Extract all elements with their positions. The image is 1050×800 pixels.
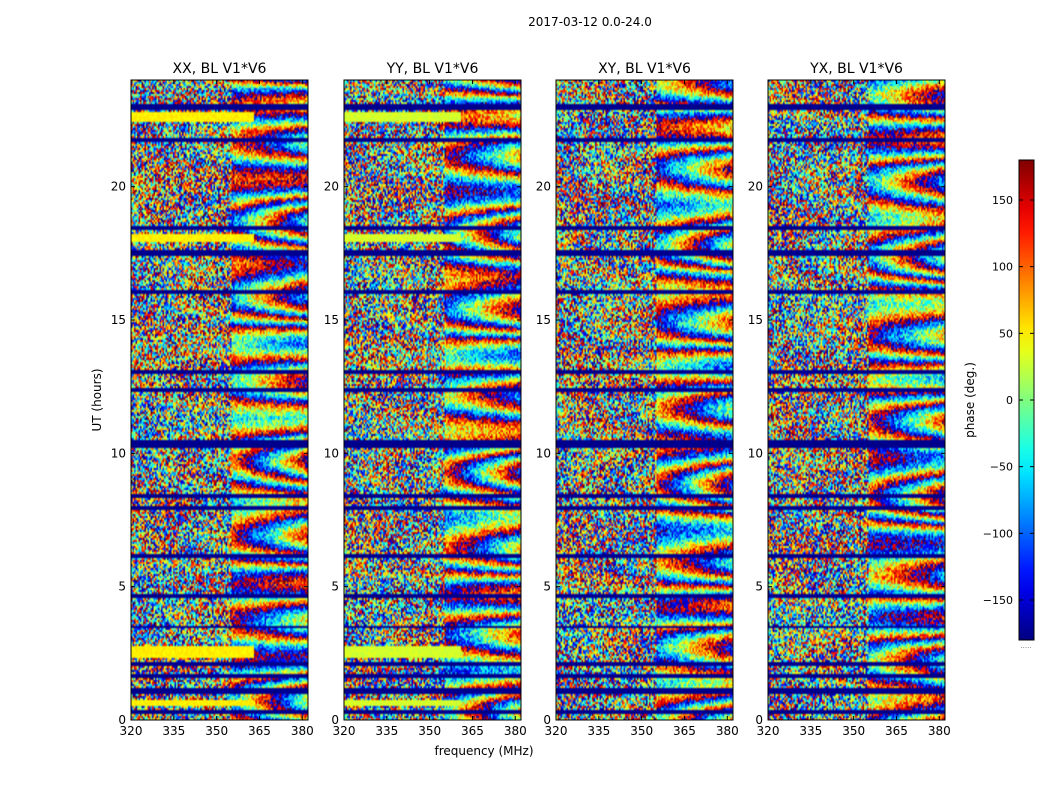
- x-tick-label: 380: [291, 724, 314, 738]
- y-tick-label: 20: [324, 180, 339, 194]
- y-tick-label: 20: [748, 180, 763, 194]
- x-tick-label: 365: [673, 724, 696, 738]
- heatmap-image: [556, 80, 733, 720]
- colorbar-tick-label: −150: [983, 594, 1013, 607]
- y-tick-label: 0: [543, 713, 551, 727]
- colorbar-tick-label: 150: [992, 194, 1013, 207]
- x-tick-label: 320: [757, 724, 780, 738]
- y-tick-label: 10: [111, 446, 126, 460]
- colorbar-tick-label: 100: [992, 261, 1013, 274]
- x-tick-label: 320: [545, 724, 568, 738]
- panel-1: XX, BL V1*V6 320 335 350 365 380 0 5 10 15 20: [111, 61, 314, 738]
- x-axis-label: frequency (MHz): [434, 744, 533, 758]
- y-tick-label: 5: [755, 580, 763, 594]
- plot-frame: [555, 79, 734, 721]
- heatmap-image: [131, 80, 308, 720]
- y-tick-label: 0: [755, 713, 763, 727]
- y-tick-label: 15: [324, 313, 339, 327]
- y-tick-label: 5: [331, 580, 339, 594]
- x-tick-label: 350: [630, 724, 653, 738]
- colorbar: 150 100 50 0 −50 −100 −150: [983, 159, 1035, 641]
- y-tick-label: 10: [536, 446, 551, 460]
- colorbar-tick-label: 0: [1006, 394, 1013, 407]
- panel-title: XY, BL V1*V6: [598, 61, 691, 77]
- chart-suptitle: 2017-03-12 0.0-24.0: [528, 15, 652, 29]
- x-tick-label: 380: [928, 724, 951, 738]
- x-tick-label: 350: [842, 724, 865, 738]
- x-tick-label: 365: [885, 724, 908, 738]
- colorbar-tick-label: −100: [983, 527, 1013, 540]
- y-axis-label: UT (hours): [90, 368, 104, 431]
- x-tick-label: 350: [418, 724, 441, 738]
- y-tick-label: 0: [118, 713, 126, 727]
- x-tick-label: 320: [120, 724, 143, 738]
- panel-3: XY, BL V1*V6 320 335 350 365 380 0 5 10 15 20: [536, 61, 739, 738]
- y-tick-label: 5: [543, 580, 551, 594]
- colorbar-label: phase (deg.): [963, 362, 977, 438]
- x-tick-label: 335: [375, 724, 398, 738]
- y-tick-label: 0: [331, 713, 339, 727]
- plot-frame: [130, 79, 309, 721]
- x-tick-label: 380: [716, 724, 739, 738]
- y-tick-label: 15: [111, 313, 126, 327]
- panel-4: YX, BL V1*V6 320 335 350 365 380 0 5 10 15 20: [748, 61, 951, 738]
- y-tick-label: 15: [748, 313, 763, 327]
- panel-title: XX, BL V1*V6: [173, 61, 267, 77]
- panel-title: YX, BL V1*V6: [809, 61, 903, 77]
- panel-2: YY, BL V1*V6 320 335 350 365 380 0 5 10 15 20: [324, 61, 527, 738]
- x-tick-label: 365: [248, 724, 271, 738]
- y-tick-label: 10: [324, 446, 339, 460]
- colorbar-tick-label: 50: [999, 327, 1013, 340]
- plot-frame: [343, 79, 522, 721]
- colorbar-footer: .....: [1020, 642, 1031, 650]
- y-tick-label: 20: [111, 180, 126, 194]
- x-tick-label: 320: [333, 724, 356, 738]
- x-tick-label: 335: [799, 724, 822, 738]
- colorbar-tick-label: −50: [990, 461, 1013, 474]
- x-tick-label: 380: [504, 724, 527, 738]
- x-tick-label: 365: [461, 724, 484, 738]
- x-tick-label: 335: [587, 724, 610, 738]
- heatmap-image: [344, 80, 521, 720]
- x-tick-label: 335: [162, 724, 185, 738]
- y-tick-label: 10: [748, 446, 763, 460]
- panel-title: YY, BL V1*V6: [386, 61, 479, 77]
- y-tick-label: 15: [536, 313, 551, 327]
- y-tick-label: 20: [536, 180, 551, 194]
- heatmap-image: [768, 80, 945, 720]
- y-tick-label: 5: [118, 580, 126, 594]
- plot-frame: [767, 79, 946, 721]
- x-tick-label: 350: [205, 724, 228, 738]
